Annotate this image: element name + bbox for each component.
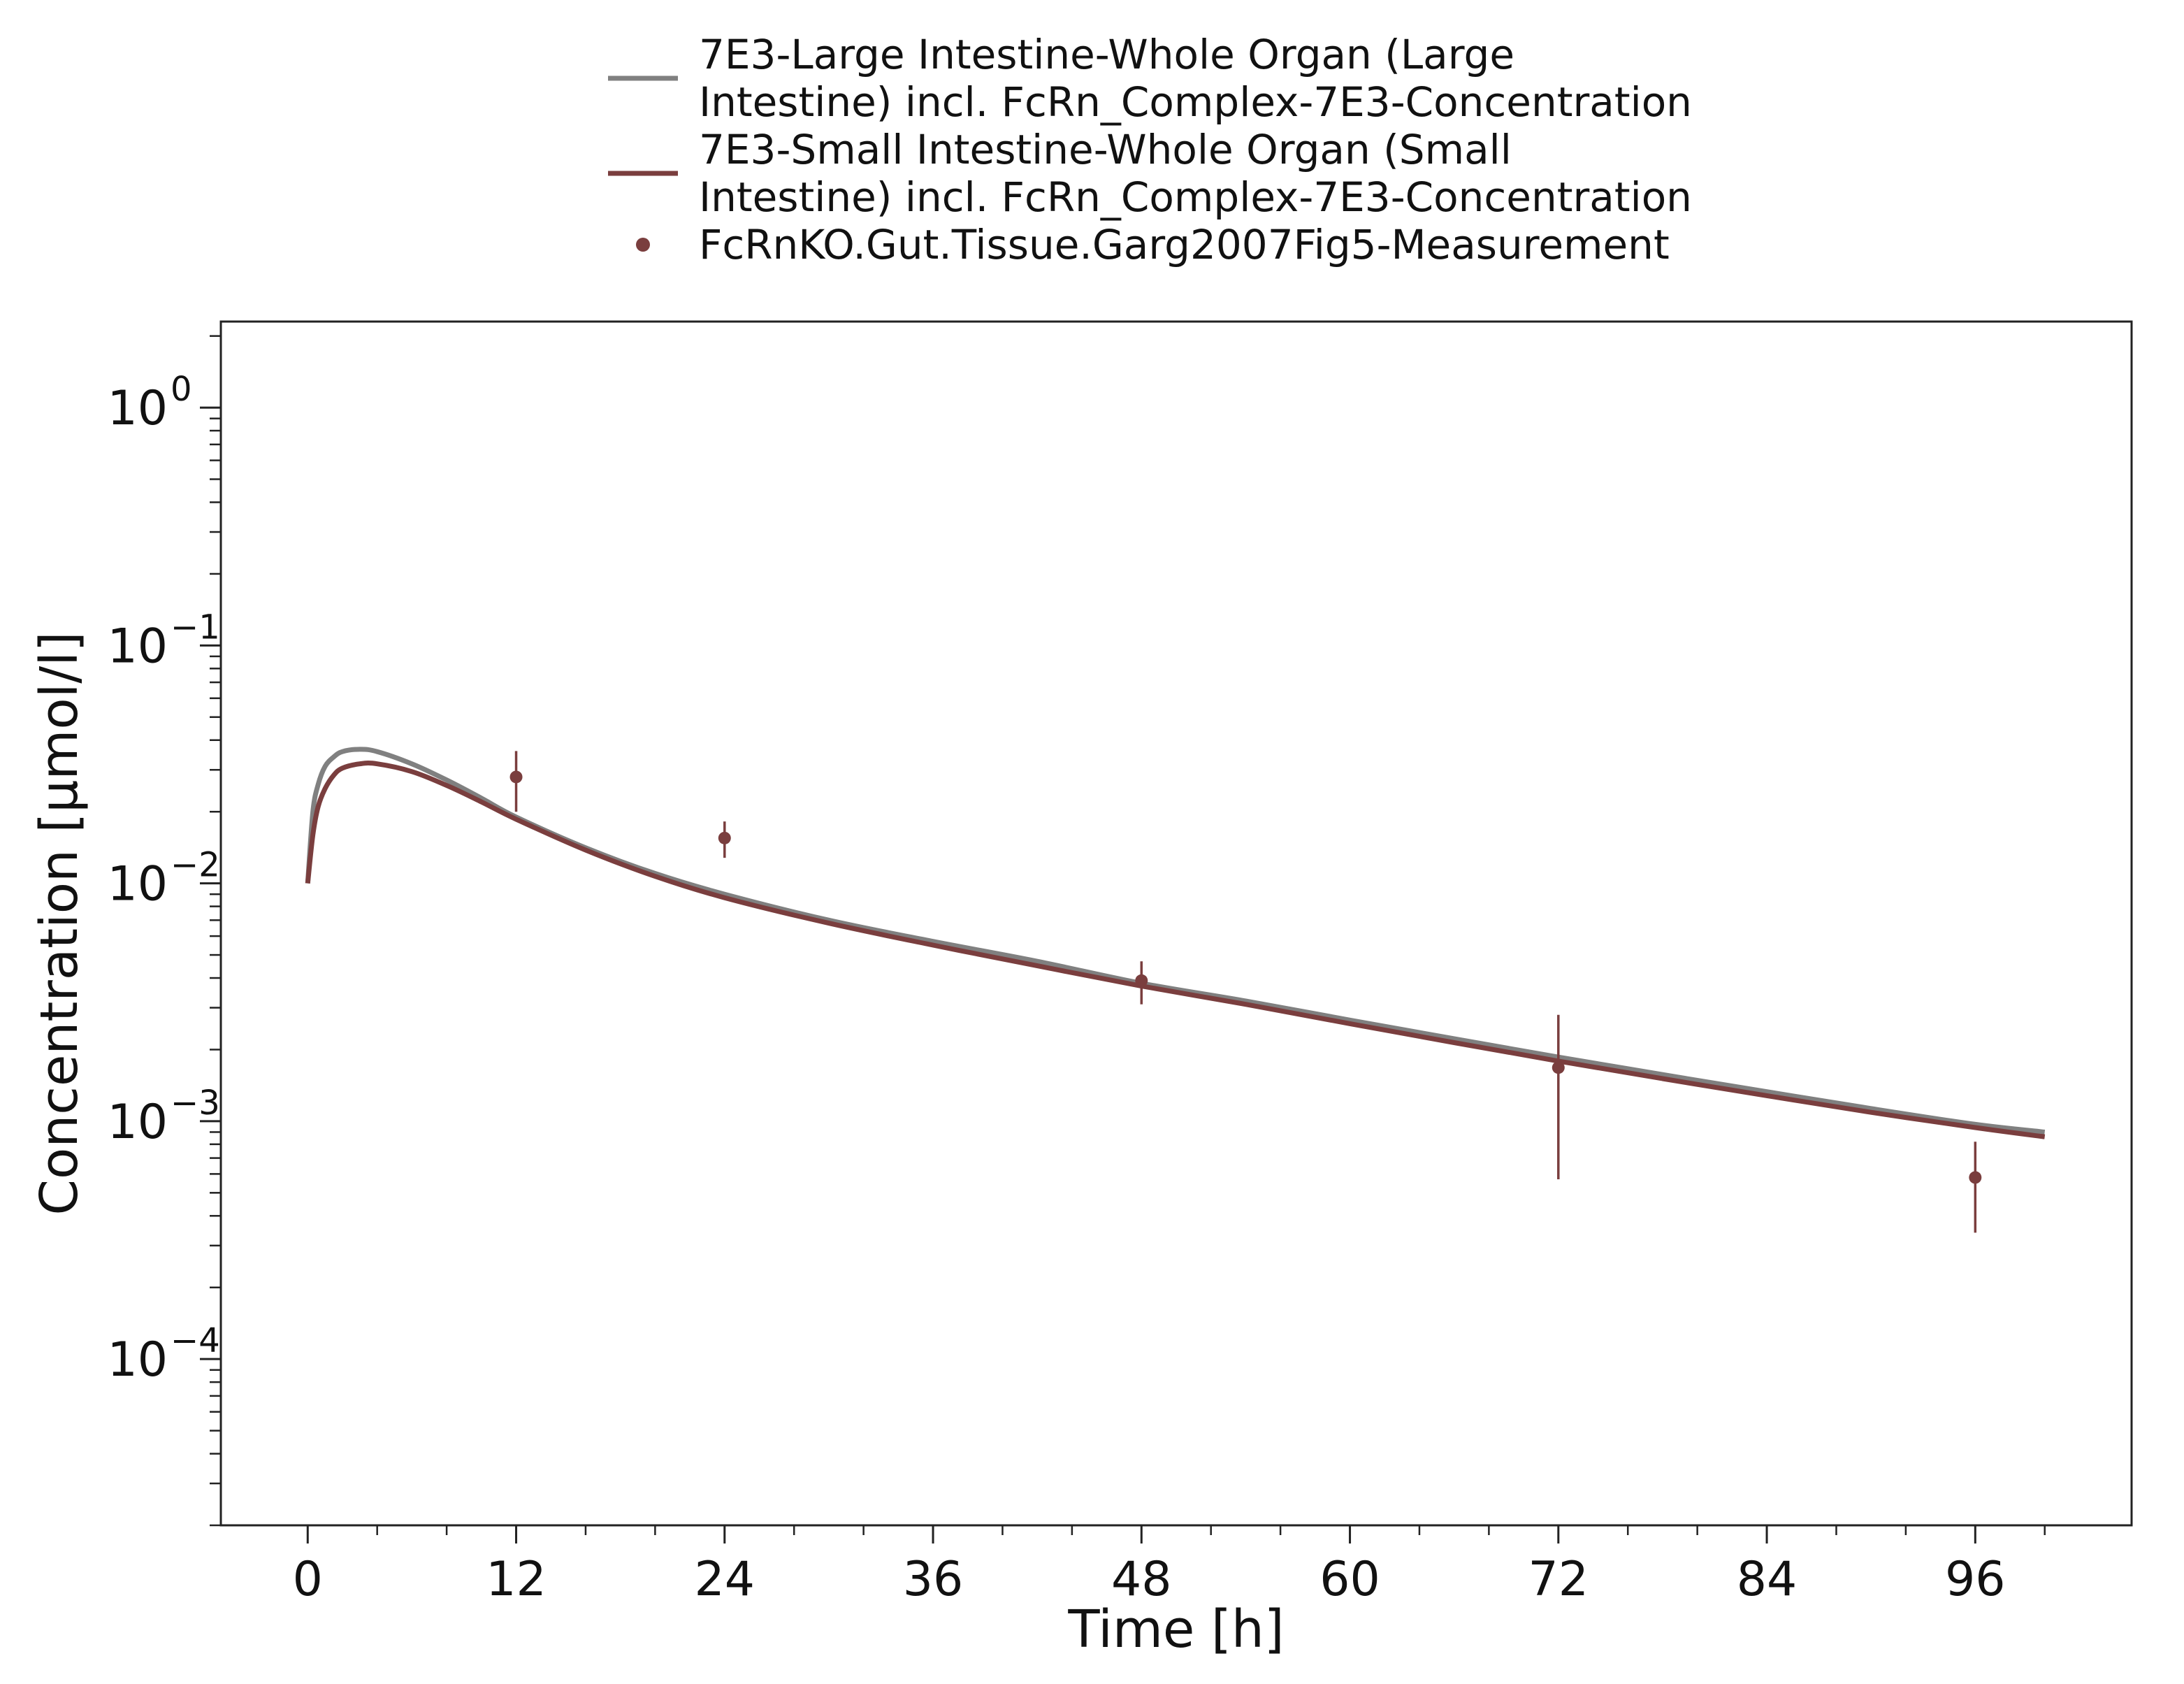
y-tick-exponent: 0 bbox=[171, 370, 192, 409]
y-tick-label: 10 bbox=[107, 857, 168, 912]
measurement-points-group bbox=[509, 751, 1982, 1233]
y-tick-exponent: −1 bbox=[171, 607, 220, 647]
x-axis: 0 12 24 36 48 60 72 84 96 bbox=[221, 1524, 2132, 1607]
x-axis-label: Time [h] bbox=[1067, 1599, 1284, 1660]
x-tick-label: 84 bbox=[1737, 1552, 1798, 1607]
data-point bbox=[1969, 1171, 1982, 1184]
legend-entry-text: 7E3-Large Intestine-Whole Organ (Large bbox=[699, 31, 1514, 78]
y-tick-label: 10 bbox=[107, 619, 168, 674]
y-tick-label: 10 bbox=[107, 381, 168, 436]
series-layer bbox=[305, 747, 2046, 1233]
x-tick-label: 96 bbox=[1945, 1552, 2006, 1607]
x-tick-label: 48 bbox=[1111, 1552, 1172, 1607]
x-tick-label: 36 bbox=[903, 1552, 964, 1607]
y-tick-label: 10 bbox=[107, 1095, 168, 1150]
data-point bbox=[718, 831, 731, 844]
data-point bbox=[509, 770, 523, 784]
y-tick-exponent: −4 bbox=[171, 1321, 220, 1360]
legend-entry-text: Intestine) incl. FcRn_Complex-7E3-Concen… bbox=[699, 78, 1692, 126]
y-tick-exponent: −3 bbox=[171, 1084, 220, 1123]
series-line bbox=[305, 761, 2046, 1139]
x-tick-label: 12 bbox=[486, 1552, 547, 1607]
x-tick-label: 60 bbox=[1319, 1552, 1380, 1607]
legend-entry-text: FcRnKO.Gut.Tissue.Garg2007Fig5-Measureme… bbox=[699, 221, 1670, 268]
series-line bbox=[305, 747, 2046, 1135]
series-1-group bbox=[305, 747, 2046, 1135]
series-2-group bbox=[305, 761, 2046, 1139]
y-tick-exponent: −2 bbox=[171, 846, 220, 885]
x-tick-label: 72 bbox=[1528, 1552, 1589, 1607]
x-tick-label: 0 bbox=[293, 1552, 323, 1607]
legend: 7E3-Large Intestine-Whole Organ (LargeIn… bbox=[608, 31, 1692, 268]
legend-marker-swatch bbox=[636, 238, 650, 252]
data-point bbox=[1552, 1061, 1565, 1074]
y-axis-label: Concentration [µmol/l] bbox=[29, 631, 89, 1215]
x-tick-label: 24 bbox=[695, 1552, 755, 1607]
data-point bbox=[1135, 974, 1148, 987]
plot-frame bbox=[219, 320, 2133, 1527]
legend-entry-text: Intestine) incl. FcRn_Complex-7E3-Concen… bbox=[699, 173, 1692, 221]
legend-entry-text: 7E3-Small Intestine-Whole Organ (Small bbox=[699, 126, 1512, 173]
y-tick-label: 10 bbox=[107, 1332, 168, 1388]
